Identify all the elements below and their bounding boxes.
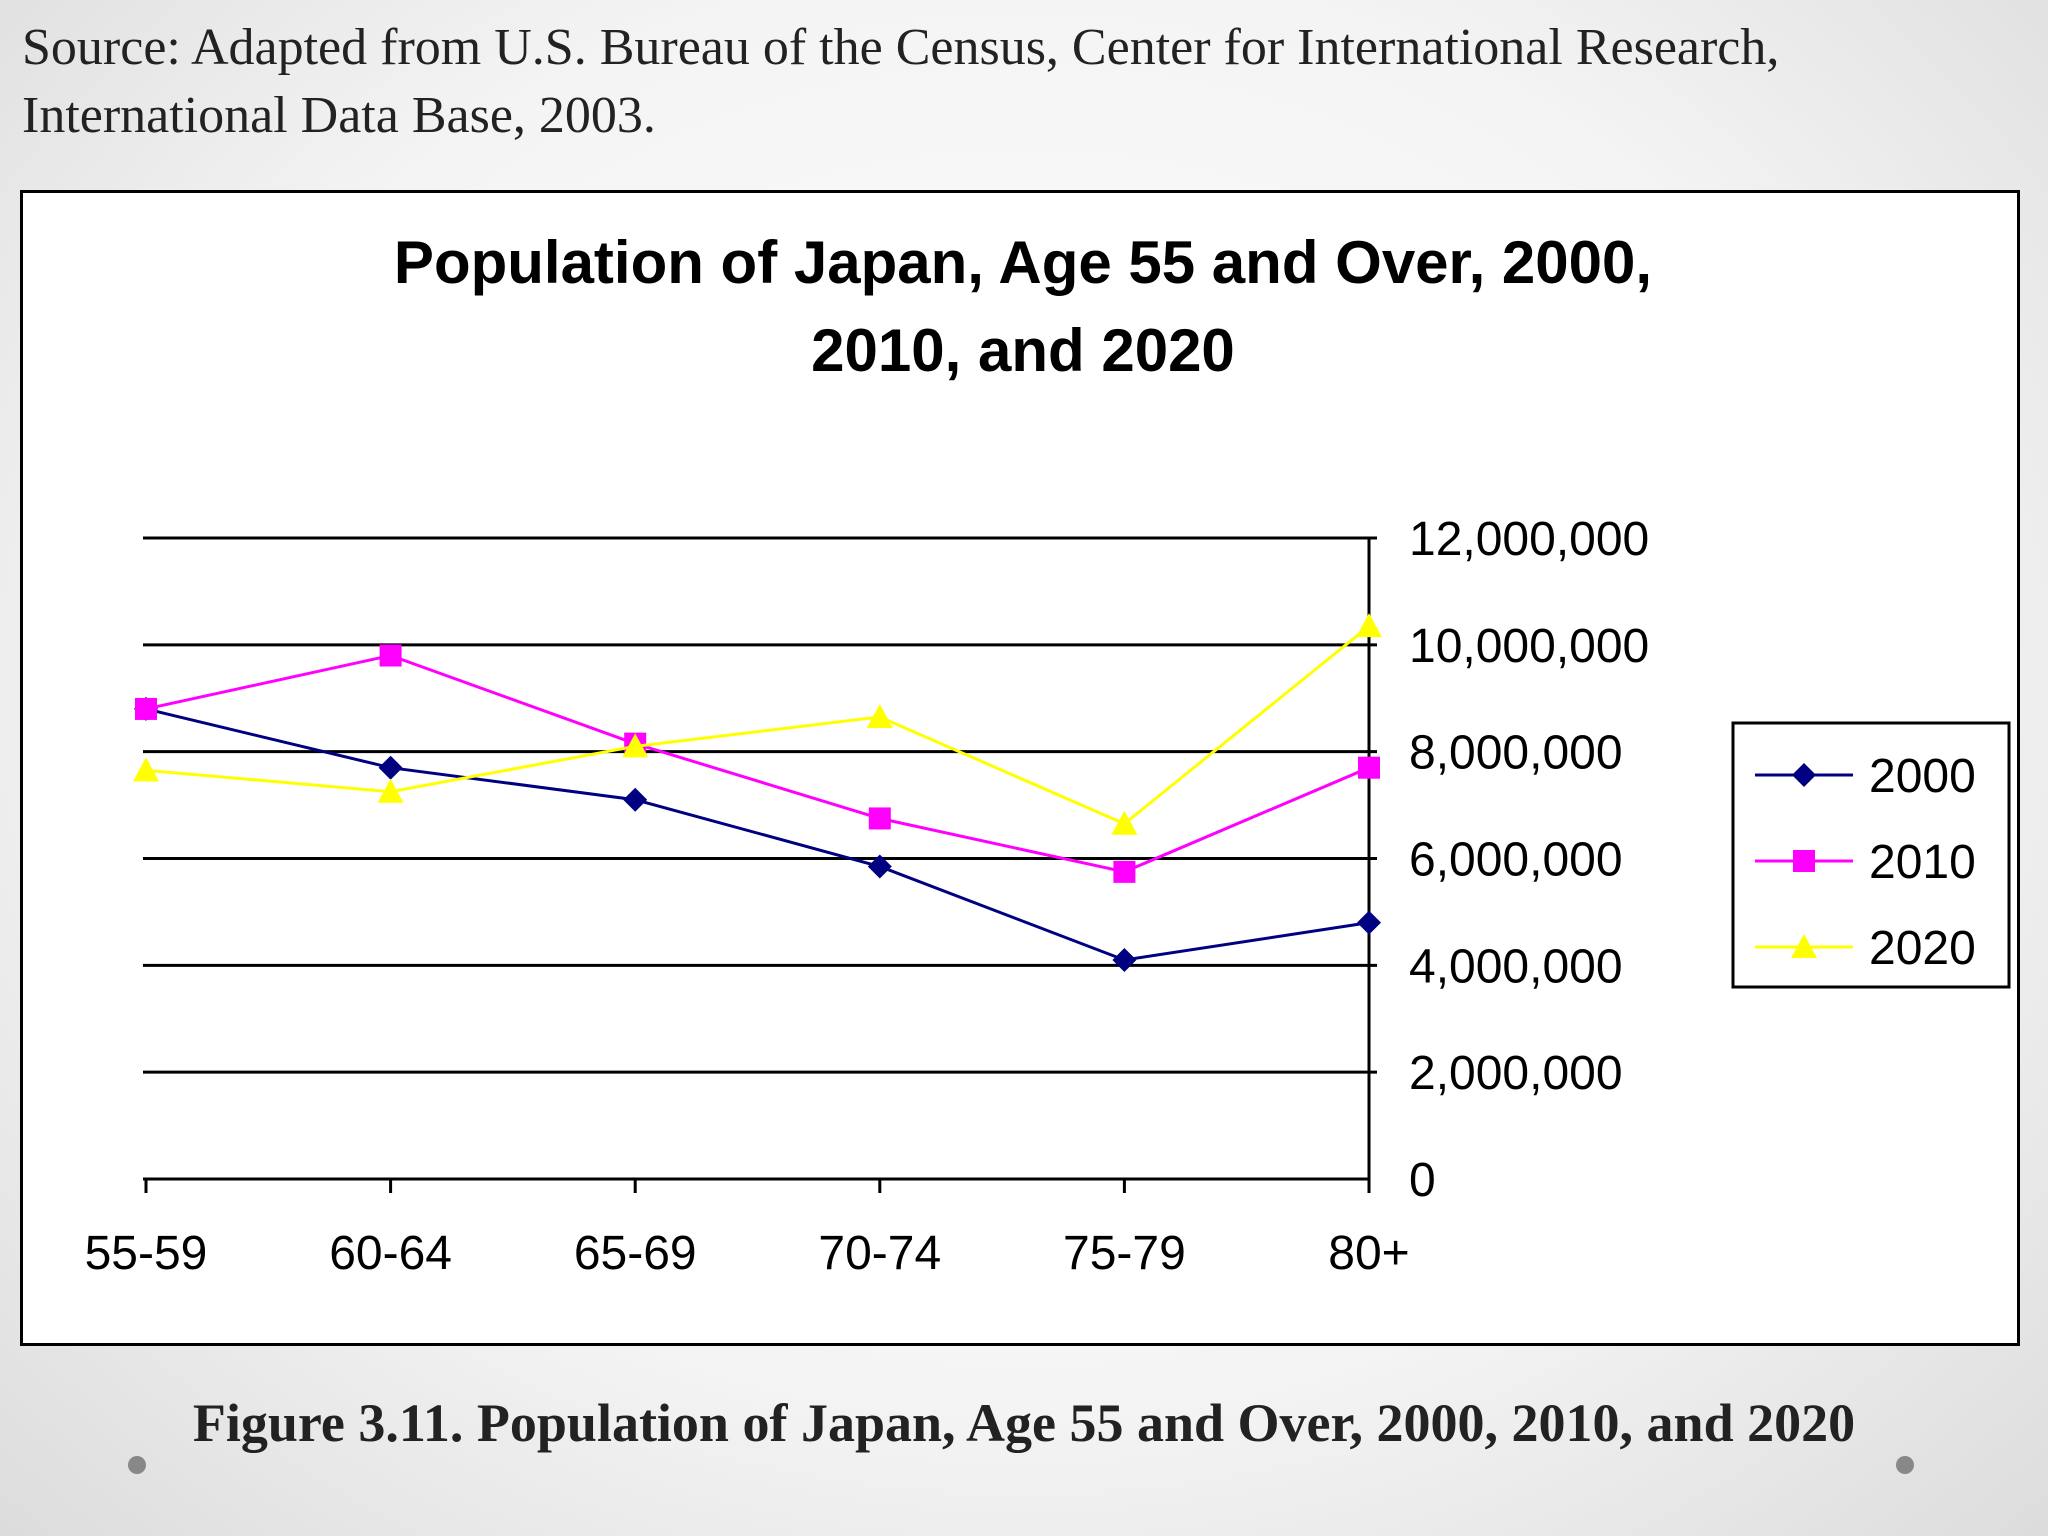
x-tick-label: 80+	[1328, 1227, 1409, 1280]
data-point-2020	[1356, 613, 1382, 638]
y-tick-label: 2,000,000	[1409, 1047, 1623, 1100]
data-point-2020	[622, 733, 649, 758]
y-tick-label: 10,000,000	[1409, 620, 1649, 673]
x-tick-label: 75-79	[1063, 1227, 1186, 1280]
data-point-2020	[1111, 810, 1138, 835]
data-point-2000	[1357, 910, 1381, 935]
data-point-2000	[867, 854, 892, 879]
series-line-2010	[145, 653, 1370, 874]
data-point-2010	[1113, 860, 1136, 883]
source-line-2: International Data Base, 2003.	[22, 87, 656, 144]
data-point-2000	[623, 787, 648, 812]
legend-box	[1731, 721, 2011, 989]
series-line-2020	[145, 624, 1370, 826]
chart-title-line-1: Population of Japan, Age 55 and Over, 20…	[394, 229, 1652, 296]
data-point-2020	[133, 757, 159, 782]
data-point-2020	[866, 703, 893, 728]
data-point-2000	[378, 755, 403, 780]
legend-label-2010: 2010	[1869, 836, 1976, 889]
y-tick-label: 12,000,000	[1409, 513, 1649, 566]
data-point-2010	[135, 697, 157, 720]
slide-dot-left	[128, 1456, 146, 1474]
legend-label-2020: 2020	[1869, 922, 1976, 975]
y-tick-label: 8,000,000	[1409, 727, 1623, 780]
y-tick-label: 4,000,000	[1409, 940, 1623, 993]
chart-title-line-2: 2010, and 2020	[811, 317, 1235, 384]
y-tick-label: 0	[1409, 1154, 1436, 1207]
source-note: Source: Adapted from U.S. Bureau of the …	[22, 14, 2002, 150]
y-tick-label: 6,000,000	[1409, 834, 1623, 887]
x-tick-label: 70-74	[818, 1227, 941, 1280]
legend-marker-2000	[1792, 763, 1816, 787]
x-tick-label: 60-64	[329, 1227, 452, 1280]
source-line-1: Source: Adapted from U.S. Bureau of the …	[22, 19, 1780, 76]
data-point-2010	[1358, 756, 1380, 779]
slide-dot-right	[1896, 1456, 1914, 1474]
x-tick-label: 55-59	[85, 1227, 208, 1280]
line-chart: Population of Japan, Age 55 and Over, 20…	[85, 229, 2011, 1280]
data-point-2010	[868, 807, 891, 830]
legend-marker-2020	[1791, 934, 1817, 958]
data-point-2000	[1112, 947, 1137, 972]
legend-marker-2010	[1793, 850, 1815, 872]
data-point-2010	[379, 644, 402, 667]
series-line-2000	[145, 707, 1370, 962]
legend-label-2000: 2000	[1869, 750, 1976, 803]
x-tick-label: 65-69	[574, 1227, 697, 1280]
figure-caption: Figure 3.11. Population of Japan, Age 55…	[192, 1393, 1856, 1453]
chart-frame: Population of Japan, Age 55 and Over, 20…	[20, 190, 2020, 1346]
data-point-2020	[377, 778, 404, 803]
